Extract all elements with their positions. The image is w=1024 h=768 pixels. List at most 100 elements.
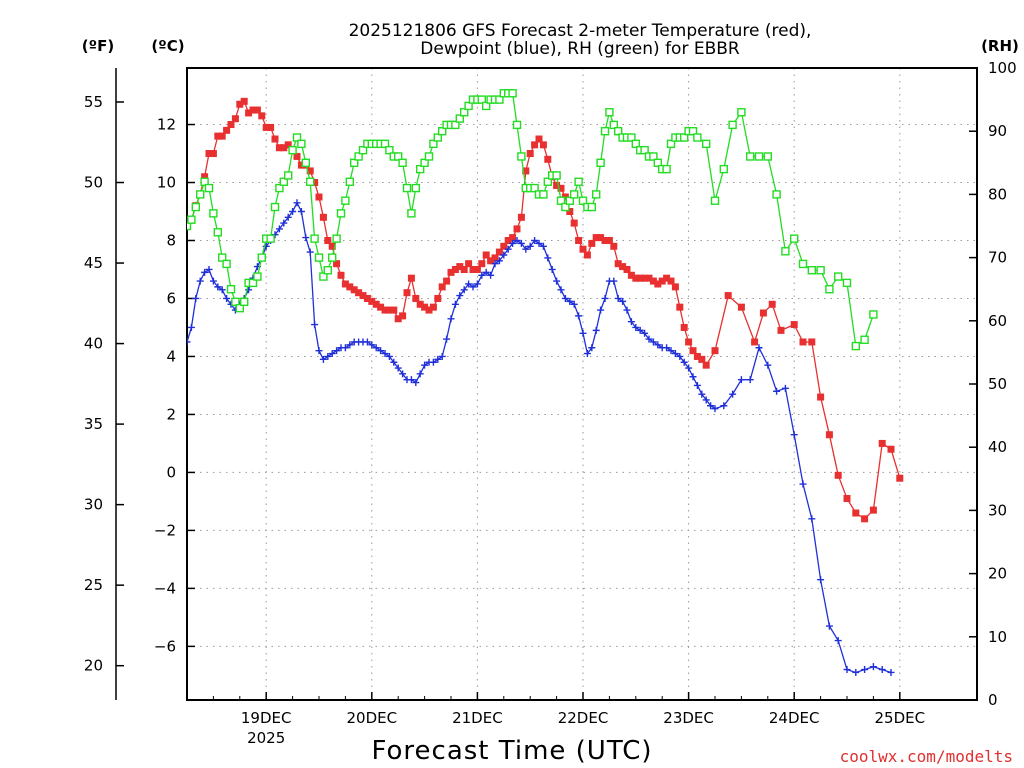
temperature-point	[315, 193, 323, 201]
dewpoint-point	[315, 347, 323, 355]
dewpoint-point	[861, 666, 869, 674]
temperature-point	[649, 277, 657, 285]
dewpoint-point	[553, 277, 561, 285]
temperature-point	[641, 274, 649, 282]
celsius-tick-label: 0	[166, 463, 176, 481]
rh-point	[614, 126, 623, 136]
temperature-point	[605, 236, 613, 244]
rh-point	[350, 158, 359, 168]
temperature-point	[632, 274, 640, 282]
temperature-point	[513, 225, 521, 233]
dewpoint-point	[570, 300, 578, 308]
rh-tick-label: 20	[988, 565, 1007, 583]
x-tick-label: 20DEC	[347, 709, 398, 727]
dewpoint-point	[579, 329, 587, 337]
temperature-point	[205, 150, 213, 158]
temperature-point	[473, 265, 481, 273]
temperature-point	[478, 260, 486, 268]
dewpoint-point	[443, 335, 451, 343]
dewpoint-point	[245, 286, 253, 294]
temperature-point	[381, 306, 389, 314]
temperature-point	[377, 303, 385, 311]
dewpoint-point	[548, 265, 556, 273]
celsius-unit-label: (ºC)	[151, 37, 184, 55]
dewpoint-point	[289, 208, 297, 216]
temperature-point	[539, 141, 547, 149]
temperature-point	[311, 179, 319, 187]
rh-point	[385, 145, 394, 155]
temperature-point	[790, 321, 798, 329]
temperature-point	[209, 150, 217, 158]
rh-point	[292, 133, 302, 142]
rh-point	[306, 177, 315, 186]
series	[187, 89, 904, 676]
temperature-point	[469, 265, 477, 273]
rh-point	[627, 133, 636, 142]
temperature-point	[561, 193, 569, 201]
temperature-point	[737, 303, 745, 311]
dewpoint-point	[610, 277, 618, 285]
temperature-point	[808, 338, 816, 346]
temperature-point	[328, 242, 336, 250]
temperature-point	[702, 361, 710, 369]
rh-point	[328, 253, 337, 262]
dewpoint-point	[319, 355, 327, 363]
dewpoint-point	[341, 344, 349, 352]
temperature-point	[227, 121, 235, 129]
rh-unit-label: (RH)	[981, 37, 1019, 55]
celsius-tick-label: 10	[157, 174, 176, 192]
x-axis-label: Forecast Time (UTC)	[371, 736, 652, 766]
dewpoint-point	[421, 361, 429, 369]
rh-point	[310, 234, 319, 243]
temperature-point	[799, 338, 807, 346]
temperature-point	[385, 306, 393, 314]
temperature-point	[258, 112, 266, 120]
temperature-point	[614, 260, 622, 268]
temperature-point	[223, 126, 231, 134]
rh-point	[314, 253, 324, 262]
temperature-point	[231, 115, 239, 123]
temperature-point	[671, 283, 679, 291]
temperature-point	[759, 309, 767, 317]
temperature-point	[306, 167, 314, 175]
fahrenheit-tick-label: 40	[84, 335, 103, 353]
rh-point	[257, 253, 266, 262]
rh-point	[248, 278, 258, 288]
dewpoint-point	[636, 326, 644, 334]
dewpoint-point	[614, 294, 622, 302]
rh-tick-label: 0	[988, 691, 998, 709]
temperature-point	[597, 234, 605, 242]
fahrenheit-tick-label: 35	[84, 415, 103, 433]
dewpoint-point	[632, 323, 640, 331]
dewpoint-point	[601, 294, 609, 302]
rh-point	[710, 196, 720, 205]
dewpoint-point	[394, 364, 402, 372]
dewpoint-point	[557, 286, 565, 294]
temperature-point	[601, 236, 609, 244]
temperature-point	[359, 292, 367, 300]
temperature-point	[275, 144, 283, 152]
dewpoint-point	[693, 381, 701, 389]
temperature-point	[438, 283, 446, 291]
temperature-point	[535, 135, 543, 143]
rh-point	[380, 139, 390, 149]
dewpoint-point	[671, 350, 679, 358]
rh-point	[402, 183, 412, 193]
temperature-point	[852, 509, 860, 517]
rh-point	[851, 341, 860, 351]
temperature-point	[324, 236, 332, 244]
rh-point	[790, 234, 799, 243]
temperature-point	[751, 338, 759, 346]
dewpoint-point	[773, 387, 781, 395]
dewpoint-point	[825, 622, 833, 630]
rh-point	[288, 145, 297, 155]
temperature-point	[500, 242, 508, 250]
dewpoint-point	[469, 283, 477, 291]
dewpoint-point	[676, 352, 684, 360]
rh-point	[587, 202, 596, 212]
dewpoint-point	[531, 236, 539, 244]
dewpoint-point	[434, 355, 442, 363]
fahrenheit-unit-label: (ºF)	[82, 37, 114, 55]
celsius-tick-label: −4	[154, 579, 176, 597]
